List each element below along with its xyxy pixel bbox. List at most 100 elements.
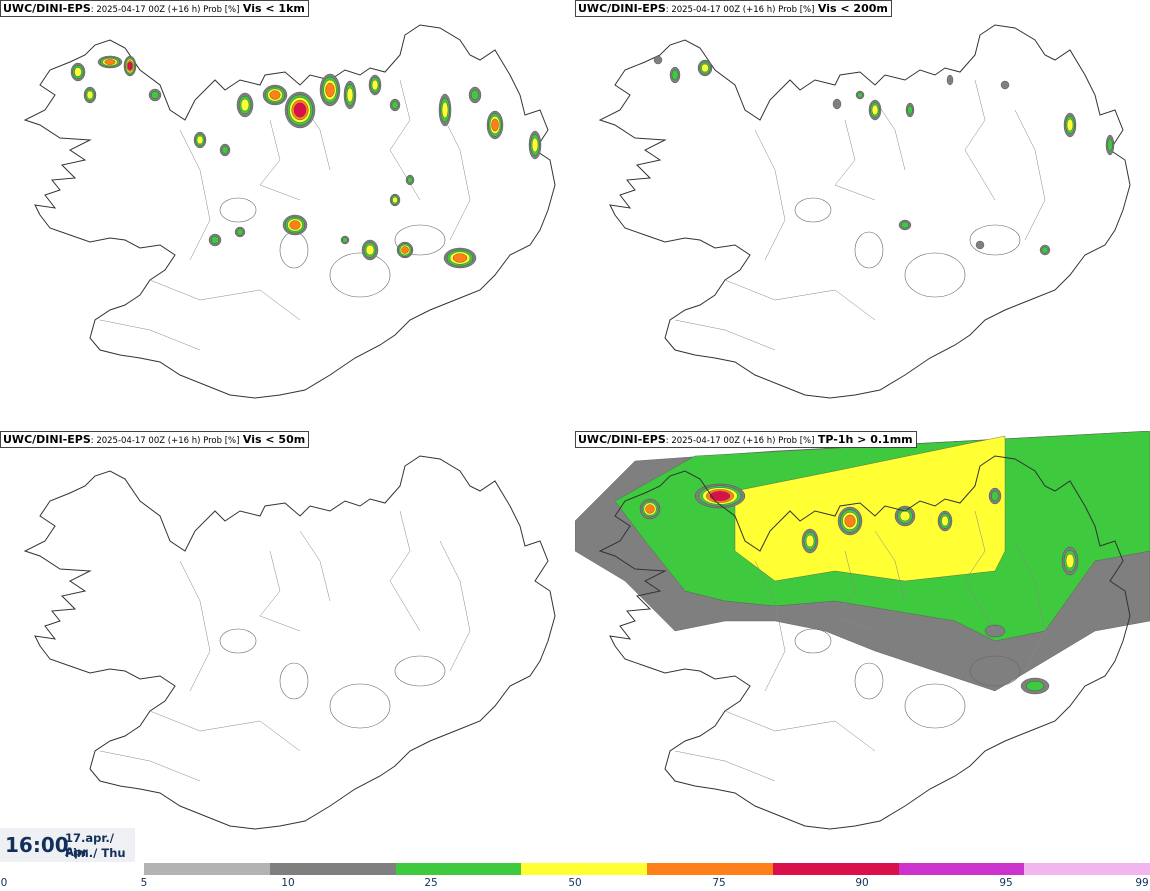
probability-area bbox=[857, 92, 863, 98]
colorbar-segment bbox=[898, 863, 1025, 875]
panel-title: UWC/DINI-EPS: 2025-04-17 00Z (+16 h) Pro… bbox=[0, 431, 310, 448]
probability-area bbox=[452, 253, 468, 263]
probability-area bbox=[391, 101, 399, 109]
glacier-outline bbox=[794, 628, 832, 654]
colorbar-segment bbox=[1024, 863, 1150, 875]
map-panel-vis-50m: UWC/DINI-EPS: 2025-04-17 00Z (+16 h) Pro… bbox=[0, 431, 575, 862]
probability-area bbox=[901, 221, 909, 229]
colorbar-tick: 0 bbox=[0, 877, 8, 889]
colorbar-segment bbox=[521, 863, 647, 875]
panel-title: UWC/DINI-EPS: 2025-04-17 00Z (+16 h) Pro… bbox=[575, 0, 892, 17]
probability-area bbox=[371, 79, 379, 91]
glacier-outline bbox=[279, 662, 309, 700]
coastline bbox=[598, 24, 1131, 399]
glacier-outline bbox=[794, 197, 832, 223]
probability-area bbox=[1065, 553, 1075, 569]
colorbar-tick: 50 bbox=[568, 877, 582, 889]
region-border bbox=[149, 710, 301, 752]
probability-area bbox=[805, 534, 815, 548]
region-border bbox=[964, 79, 996, 201]
probability-area bbox=[236, 228, 244, 236]
region-border bbox=[179, 560, 211, 692]
probability-area bbox=[1107, 138, 1113, 152]
region-border bbox=[389, 510, 421, 632]
valid-date: 17.apr./ Apr bbox=[65, 831, 114, 859]
probability-area bbox=[1000, 80, 1010, 90]
panel-title: UWC/DINI-EPS: 2025-04-17 00Z (+16 h) Pro… bbox=[575, 431, 917, 448]
map-panel-vis-200m: UWC/DINI-EPS: 2025-04-17 00Z (+16 h) Pro… bbox=[575, 0, 1150, 431]
probability-area bbox=[325, 82, 335, 98]
colorbar-tick: 25 bbox=[424, 877, 438, 889]
probability-area bbox=[991, 490, 999, 502]
region-border bbox=[179, 129, 211, 261]
valid-weekday: Fim./ Thu bbox=[65, 846, 126, 860]
probability-area bbox=[293, 102, 307, 118]
probability-area bbox=[211, 236, 219, 244]
iceland-map bbox=[575, 431, 1150, 830]
probability-area bbox=[401, 246, 409, 254]
glacier-outline bbox=[904, 683, 966, 729]
colorbar-segment bbox=[395, 863, 522, 875]
probability-area bbox=[196, 135, 204, 145]
map-panel-tp1h: UWC/DINI-EPS: 2025-04-17 00Z (+16 h) Pro… bbox=[575, 431, 1150, 862]
probability-area bbox=[899, 510, 911, 522]
probability-area bbox=[269, 90, 281, 100]
probability-area bbox=[701, 63, 709, 73]
probability-area bbox=[1066, 118, 1074, 132]
region-border bbox=[874, 530, 906, 602]
region-border bbox=[754, 129, 786, 261]
probability-area bbox=[407, 176, 413, 184]
region-border bbox=[834, 119, 876, 201]
probability-area bbox=[1041, 246, 1049, 254]
valid-time-box: 16:00 17.apr./ Apr Fim./ Thu bbox=[0, 828, 135, 862]
region-border bbox=[674, 319, 776, 351]
colorbar-tick: 95 bbox=[999, 877, 1013, 889]
colorbar-segment bbox=[269, 863, 396, 875]
probability-colorbar bbox=[144, 863, 1150, 875]
probability-area bbox=[645, 504, 655, 514]
probability-area bbox=[653, 55, 663, 65]
region-border bbox=[724, 279, 876, 321]
probability-area bbox=[975, 240, 985, 250]
region-border bbox=[299, 530, 331, 602]
glacier-outline bbox=[219, 628, 257, 654]
probability-area bbox=[1026, 680, 1044, 692]
valid-time: 16:00 bbox=[5, 833, 69, 857]
probability-area bbox=[907, 105, 913, 115]
coastline bbox=[23, 24, 556, 399]
region-border bbox=[259, 119, 301, 201]
glacier-outline bbox=[329, 683, 391, 729]
probability-area bbox=[941, 515, 949, 527]
glacier-outline bbox=[329, 252, 391, 298]
glacier-outline bbox=[394, 655, 446, 687]
colorbar-tick: 75 bbox=[712, 877, 726, 889]
region-border bbox=[99, 319, 201, 351]
probability-area bbox=[392, 196, 398, 204]
map-panel-vis-1km: UWC/DINI-EPS: 2025-04-17 00Z (+16 h) Pro… bbox=[0, 0, 575, 431]
iceland-map bbox=[23, 455, 556, 830]
region-border bbox=[99, 750, 201, 782]
probability-area bbox=[871, 104, 879, 116]
region-border bbox=[724, 710, 876, 752]
region-border bbox=[149, 279, 301, 321]
probability-area bbox=[844, 514, 856, 528]
probability-area bbox=[671, 69, 679, 81]
probability-area bbox=[531, 137, 539, 153]
coastline bbox=[598, 455, 1131, 830]
glacier-outline bbox=[219, 197, 257, 223]
probability-area bbox=[221, 146, 229, 154]
region-border bbox=[834, 550, 876, 632]
glacier-outline bbox=[969, 224, 1021, 256]
colorbar-tick: 99 bbox=[1135, 877, 1149, 889]
probability-area bbox=[365, 244, 375, 256]
coastline bbox=[23, 455, 556, 830]
glacier-outline bbox=[854, 662, 884, 700]
probability-area bbox=[471, 89, 479, 101]
colorbar-segment bbox=[647, 863, 773, 875]
glacier-outline bbox=[279, 231, 309, 269]
region-border bbox=[1014, 540, 1046, 672]
colorbar-tick: 5 bbox=[140, 877, 148, 889]
probability-area bbox=[441, 101, 449, 119]
glacier-outline bbox=[904, 252, 966, 298]
probability-area bbox=[104, 59, 116, 65]
